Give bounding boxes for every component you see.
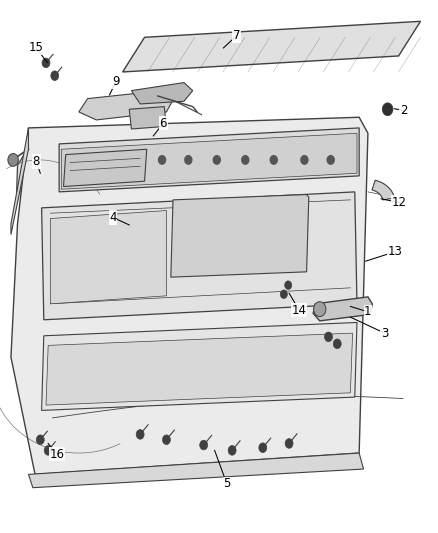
- Circle shape: [185, 156, 192, 164]
- Circle shape: [44, 446, 52, 455]
- Polygon shape: [17, 144, 42, 192]
- Circle shape: [285, 439, 293, 448]
- Polygon shape: [61, 133, 357, 189]
- Polygon shape: [64, 149, 147, 187]
- Circle shape: [36, 435, 44, 445]
- Circle shape: [159, 156, 166, 164]
- Text: 6: 6: [159, 117, 167, 130]
- Circle shape: [327, 156, 334, 164]
- Circle shape: [382, 103, 393, 116]
- Text: 8: 8: [33, 155, 40, 168]
- Polygon shape: [123, 21, 420, 72]
- Text: 16: 16: [49, 448, 64, 461]
- Circle shape: [259, 443, 267, 453]
- Circle shape: [136, 430, 144, 439]
- Circle shape: [280, 290, 287, 298]
- Text: 14: 14: [292, 304, 307, 317]
- Polygon shape: [11, 128, 28, 235]
- Circle shape: [228, 446, 236, 455]
- Polygon shape: [42, 322, 357, 410]
- Circle shape: [285, 281, 292, 289]
- Polygon shape: [129, 107, 166, 129]
- Polygon shape: [131, 83, 193, 104]
- Circle shape: [270, 156, 277, 164]
- Text: 15: 15: [28, 42, 43, 54]
- Circle shape: [213, 156, 220, 164]
- Text: 3: 3: [381, 327, 388, 340]
- Text: 12: 12: [392, 196, 407, 209]
- Circle shape: [42, 58, 50, 68]
- Polygon shape: [28, 453, 364, 488]
- Circle shape: [8, 154, 18, 166]
- Polygon shape: [50, 211, 166, 304]
- Polygon shape: [42, 192, 357, 320]
- Circle shape: [242, 156, 249, 164]
- Polygon shape: [46, 333, 353, 405]
- Polygon shape: [79, 91, 175, 120]
- Circle shape: [51, 71, 59, 80]
- Circle shape: [162, 435, 170, 445]
- Polygon shape: [11, 117, 368, 474]
- Circle shape: [301, 156, 308, 164]
- Text: 5: 5: [223, 478, 230, 490]
- Text: 2: 2: [400, 104, 408, 117]
- Polygon shape: [171, 195, 309, 277]
- Polygon shape: [313, 297, 372, 321]
- Text: 4: 4: [109, 211, 117, 224]
- Text: 1: 1: [364, 305, 372, 318]
- Circle shape: [333, 339, 341, 349]
- Text: 13: 13: [388, 245, 403, 258]
- Polygon shape: [372, 180, 395, 200]
- Polygon shape: [59, 128, 359, 192]
- Circle shape: [325, 332, 332, 342]
- Circle shape: [314, 302, 326, 317]
- Circle shape: [200, 440, 208, 450]
- Text: 7: 7: [233, 29, 240, 42]
- Text: 9: 9: [112, 75, 120, 88]
